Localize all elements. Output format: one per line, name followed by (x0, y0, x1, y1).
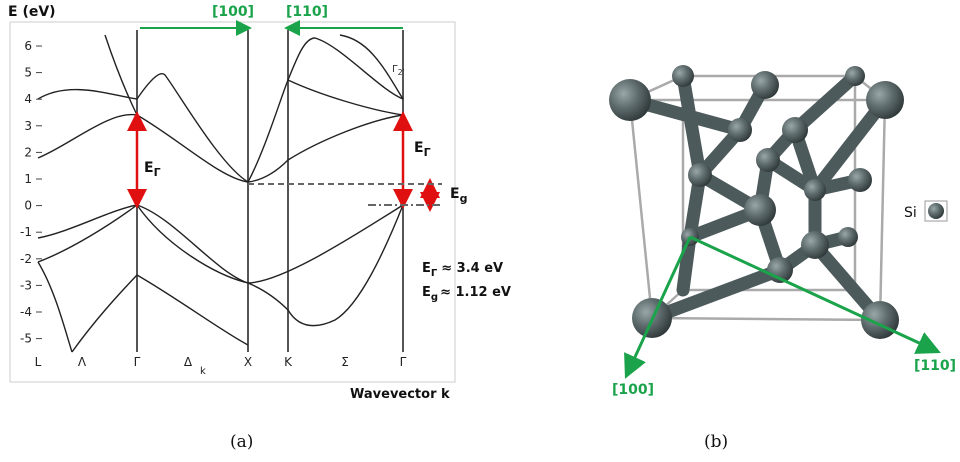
gap-label: EΓ (414, 140, 431, 159)
k-label: Γ (400, 355, 407, 369)
y-tick-label: 2 (24, 145, 32, 159)
gap-label: Eg (450, 186, 467, 205)
y-axis-label: E (eV) (8, 4, 56, 20)
caption: (b) (704, 432, 728, 452)
k-label: X (244, 355, 252, 369)
direction-arrow (624, 236, 692, 379)
y-tick-label: 4 (24, 92, 32, 106)
k-label: Σ (341, 355, 349, 369)
k-label: Λ (78, 355, 87, 369)
gap-label: EΓ (144, 160, 161, 179)
k-labels: L Λ Γ Δ X K Σ Γk (35, 355, 407, 377)
legend-label: Si (904, 205, 917, 221)
x-axis-label: Wavevector k (350, 387, 450, 402)
band-label: Γ2' (392, 64, 405, 77)
y-tick-label: 1 (24, 172, 32, 186)
k-label: Γ (134, 355, 141, 369)
direction-label: [110] (914, 358, 956, 374)
y-tick-label: 0 (24, 199, 32, 213)
y-tick-label: -4 (20, 305, 32, 319)
y-tick-label: -1 (20, 225, 32, 239)
direction-label: [100] (612, 382, 654, 398)
equation: Eg ≈ 1.12 eV (422, 285, 511, 303)
atoms (609, 65, 904, 339)
panel-b: [100] [110] Si (b) (609, 65, 956, 452)
bands (37, 34, 404, 353)
direction-label: [100] (212, 4, 254, 20)
direction-arrow (689, 235, 941, 354)
y-tick-label: -2 (20, 252, 32, 266)
panel-a: E (eV) -5 -4 -3 -2 -1 0 1 2 3 4 5 6 L Λ Γ Δ X K Σ Γk Wavev… (8, 4, 511, 452)
y-tick-label: 5 (24, 66, 32, 80)
equation: EΓ ≈ 3.4 eV (422, 261, 503, 279)
y-tick-label: -5 (20, 332, 32, 346)
y-tick-label: 6 (24, 39, 32, 53)
k-label: L (35, 355, 42, 369)
direction-label: [110] (286, 4, 328, 20)
k-subscript: k (200, 366, 206, 377)
caption: (a) (230, 432, 253, 452)
y-tick-label: -3 (20, 278, 32, 292)
plot-frame (9, 21, 456, 383)
k-label: Δ (184, 355, 193, 369)
k-label: K (284, 355, 293, 369)
y-ticks: -5 -4 -3 -2 -1 0 1 2 3 4 5 6 (20, 39, 42, 346)
legend-atom (928, 203, 944, 219)
y-tick-label: 3 (24, 119, 32, 133)
